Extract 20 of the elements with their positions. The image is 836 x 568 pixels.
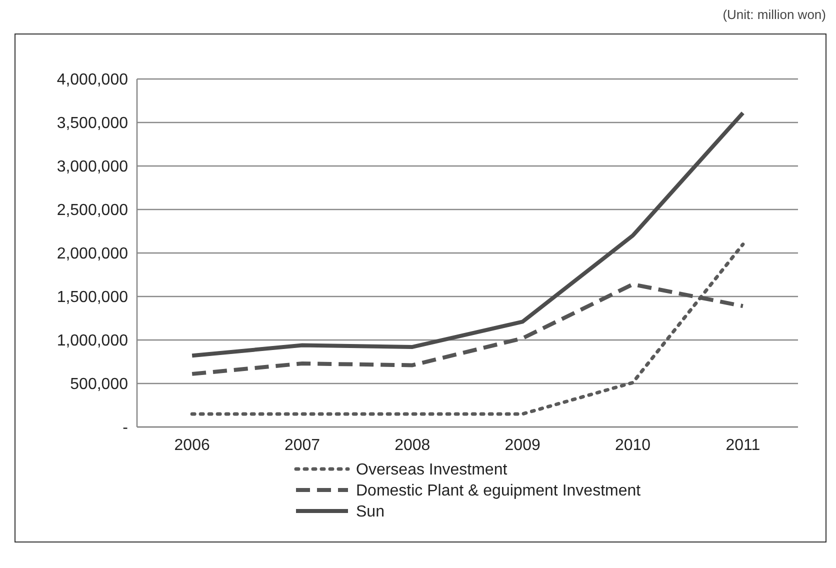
legend-label: Sun: [356, 504, 384, 521]
line-series: [190, 110, 745, 358]
x-tick-label: 2011: [726, 437, 760, 454]
text: (Unit: million won): [722, 7, 826, 22]
y-tick-label: 1,000,000: [56, 332, 128, 350]
x-tick-label: 2007: [284, 437, 320, 454]
x-tick-label: 2009: [504, 437, 540, 454]
y-tick-label: 4,000,000: [56, 72, 128, 89]
y-tick-label: -: [122, 420, 128, 437]
y-tick-label: 1,500,000: [56, 289, 128, 306]
y-tick-label: 3,500,000: [56, 115, 128, 132]
x-tick-label: 2010: [614, 437, 651, 454]
legend-label: Domestic Plant & eguipment Investment: [356, 482, 642, 500]
x-tick-label: 2006: [174, 437, 210, 454]
legend-label: Overseas Investment: [356, 462, 508, 479]
y-tick-label: 500,000: [70, 376, 128, 394]
y-tick-label: 2,500,000: [56, 202, 128, 220]
x-tick-label: 2008: [394, 437, 430, 454]
y-tick-label: 3,000,000: [56, 158, 128, 176]
y-tick-label: 2,000,000: [56, 246, 128, 263]
